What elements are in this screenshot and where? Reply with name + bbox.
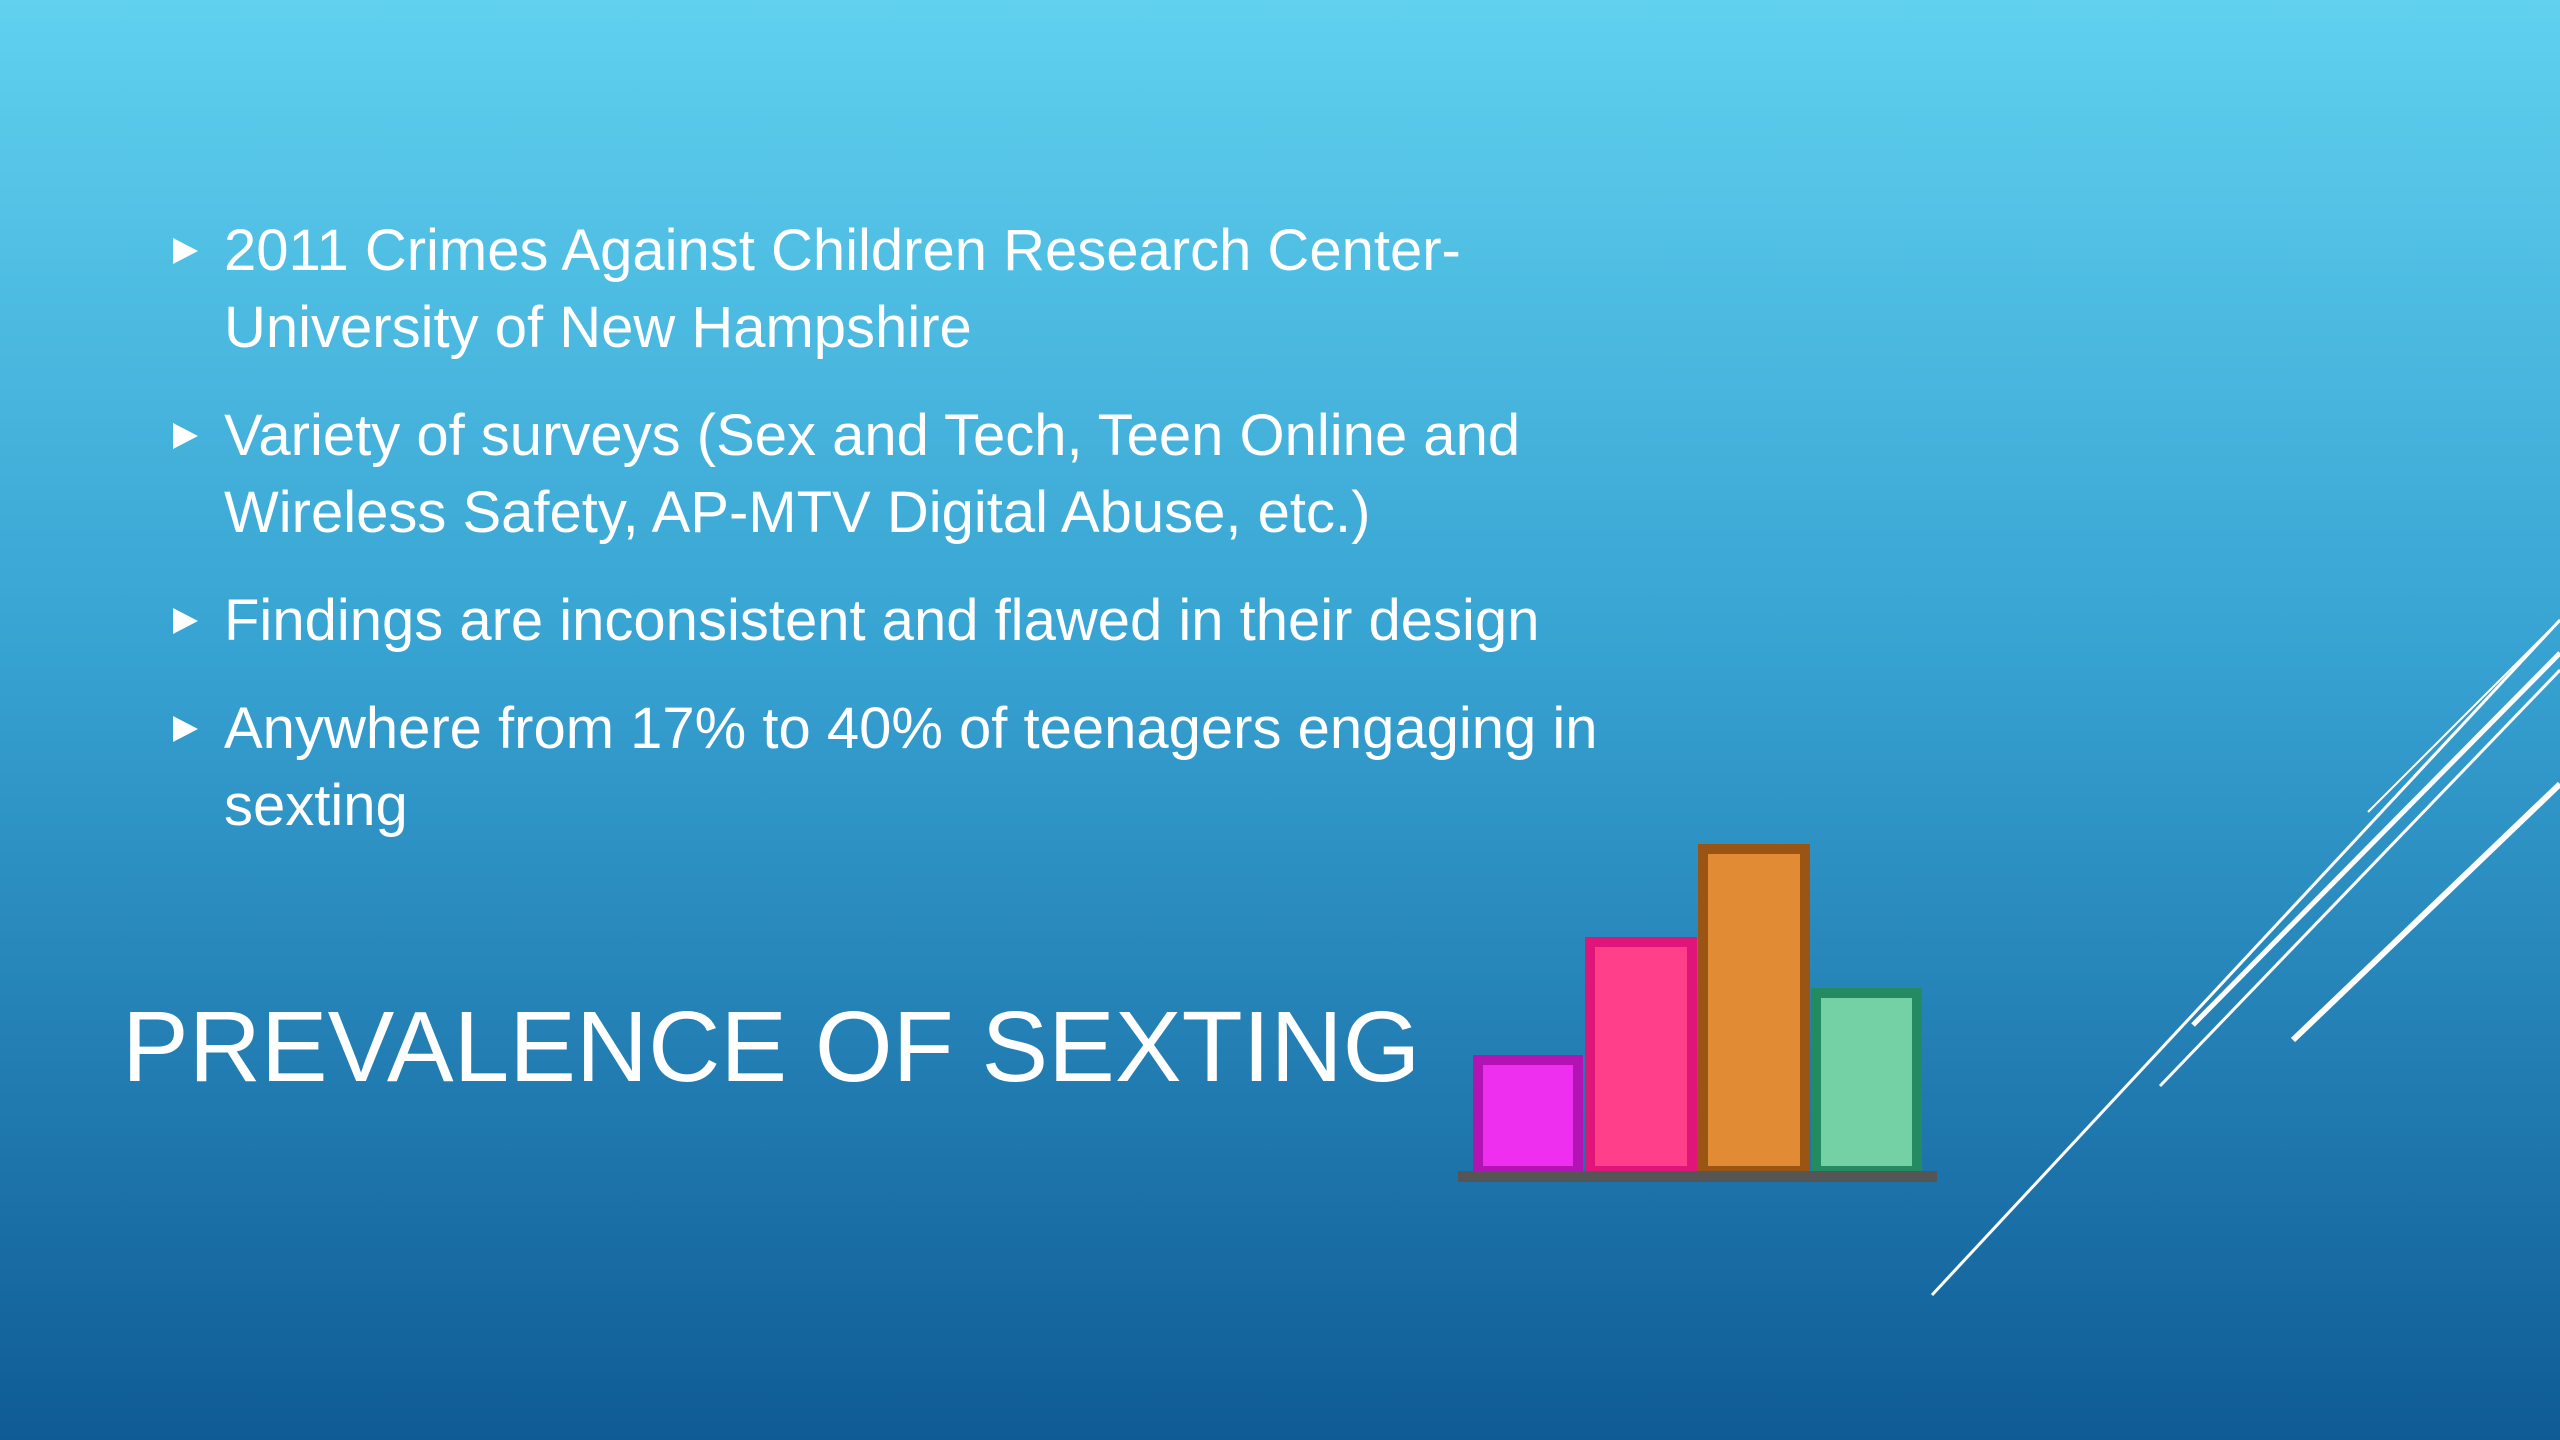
icon-bar xyxy=(1585,937,1697,1176)
bullet-marker xyxy=(173,423,198,449)
icon-base xyxy=(1458,1171,1937,1182)
slide-title: PREVALENCE OF SEXTING xyxy=(122,991,1420,1103)
icon-bar xyxy=(1811,988,1922,1176)
bar-chart-icon xyxy=(1458,844,1937,1182)
icon-bar xyxy=(1473,1055,1583,1176)
bullet-text: Findings are inconsistent and flawed in … xyxy=(224,588,1539,653)
bullet-text: Variety of surveys (Sex and Tech, Teen O… xyxy=(224,403,1520,468)
deco-line xyxy=(1930,618,2560,1297)
bullet-list: 2011 Crimes Against Children Research Ce… xyxy=(173,218,1598,838)
bullet-text: Anywhere from 17% to 40% of teenagers en… xyxy=(224,696,1598,761)
deco-line xyxy=(2191,651,2560,1027)
bullet-text: University of New Hampshire xyxy=(224,295,972,360)
bullet-marker xyxy=(173,608,198,634)
bullet-marker xyxy=(173,716,198,742)
deco-line xyxy=(2290,781,2560,1043)
bullet-text: 2011 Crimes Against Children Research Ce… xyxy=(224,218,1461,283)
bullet-marker xyxy=(173,238,198,264)
bullet-text: Wireless Safety, AP-MTV Digital Abuse, e… xyxy=(224,480,1370,545)
deco-line xyxy=(2158,668,2560,1088)
icon-bar xyxy=(1698,844,1810,1176)
deco-line xyxy=(2367,619,2560,813)
bullet-text: sexting xyxy=(224,773,408,838)
decorative-lines xyxy=(1930,618,2560,1297)
